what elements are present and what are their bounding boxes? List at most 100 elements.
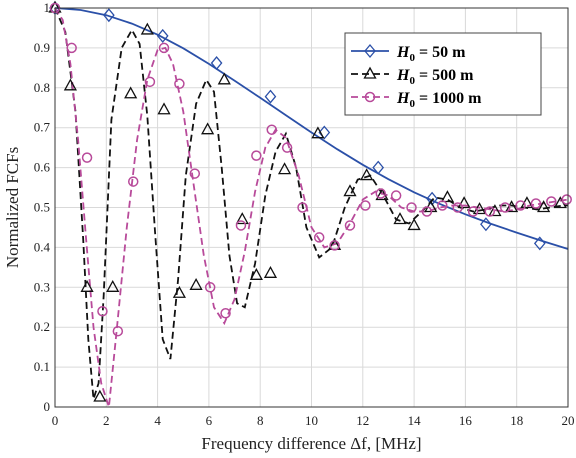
series-2-marker	[457, 196, 471, 209]
series-3-marker	[329, 240, 340, 251]
series-3-marker	[81, 152, 93, 163]
y-tick-labels: 0 0.1 0.2 0.3 0.4 0.5 0.6 0.7 0.8 0.9 1	[34, 0, 51, 414]
legend-marker	[364, 43, 376, 59]
x-tick-label: 8	[257, 413, 264, 428]
series-3-marker	[530, 198, 542, 209]
series-2-marker	[235, 212, 249, 225]
y-tick-label: 0.3	[34, 279, 50, 294]
series-2-marker	[263, 265, 278, 278]
y-tick-label: 0.4	[34, 239, 51, 254]
series-3-marker	[390, 190, 402, 201]
series-1-marker	[533, 236, 546, 251]
series-3-marker	[251, 150, 262, 161]
series-3-marker	[437, 200, 448, 211]
y-tick-label: 0.5	[34, 200, 50, 215]
series-3-marker	[499, 202, 511, 213]
series-2-marker	[407, 218, 421, 231]
x-tick-label: 14	[408, 413, 422, 428]
series-2-marker	[157, 102, 171, 115]
series-3-marker	[174, 78, 185, 90]
series-3-marker	[144, 76, 156, 88]
series-1-marker	[318, 125, 331, 140]
series-3-marker	[344, 220, 356, 231]
series-3-marker	[158, 42, 170, 54]
x-tick-label: 18	[510, 413, 523, 428]
y-tick-label: 0.1	[34, 359, 50, 374]
series-markers	[48, 0, 572, 402]
series-1-marker	[156, 28, 169, 43]
series-3-marker	[375, 188, 387, 199]
series-line-3	[54, 7, 569, 408]
series-2-marker	[189, 277, 203, 290]
series-3-marker	[204, 282, 216, 293]
legend: H0 = 50 m H0 = 500 m H0 = 1000 m	[344, 32, 542, 116]
x-tick-label: 2	[103, 413, 110, 428]
series-2-marker	[106, 279, 120, 292]
series-2-marker	[124, 86, 138, 99]
series-3-marker	[297, 202, 308, 213]
x-tick-label: 10	[305, 413, 318, 428]
y-tick-label: 0	[44, 399, 51, 414]
x-tick-label: 12	[356, 413, 369, 428]
series-lines	[54, 7, 569, 408]
series-3-marker	[235, 220, 247, 231]
series-3-marker	[406, 202, 417, 213]
series-2-marker	[217, 72, 231, 85]
series-2-marker	[93, 389, 107, 402]
series-3-marker	[189, 168, 201, 179]
y-axis-label: Normalized FCFs	[3, 147, 22, 268]
series-1-marker	[372, 160, 385, 175]
legend-entry-1: H0 = 50 m	[396, 44, 466, 64]
y-tick-label: 0.7	[34, 120, 51, 135]
legend-entry-2: H0 = 500 m	[396, 67, 474, 87]
y-tick-label: 1	[44, 0, 51, 15]
series-2-marker	[504, 200, 519, 213]
series-2-marker	[360, 168, 374, 181]
series-2-marker	[63, 78, 77, 91]
series-3-marker	[561, 194, 572, 205]
series-3-marker	[515, 200, 526, 211]
series-3-marker	[313, 232, 325, 243]
series-2-marker	[537, 200, 551, 213]
series-3-marker	[127, 176, 139, 187]
legend-marker	[364, 91, 376, 103]
series-2-marker	[393, 212, 407, 225]
x-tick-label: 20	[562, 413, 575, 428]
y-tick-label: 0.9	[34, 40, 50, 55]
series-3-marker	[421, 206, 433, 217]
series-2-marker	[277, 162, 292, 175]
series-1-marker	[210, 56, 223, 71]
series-line-2	[54, 7, 568, 400]
series-3-marker	[484, 206, 496, 217]
series-3-marker	[452, 202, 463, 213]
y-tick-label: 0.2	[34, 319, 50, 334]
series-3-marker	[112, 325, 124, 337]
x-tick-label: 0	[52, 413, 59, 428]
series-2-marker	[172, 285, 187, 298]
series-3-marker	[97, 305, 108, 317]
series-2-marker	[343, 184, 357, 197]
series-2-marker	[440, 190, 455, 203]
series-3-marker	[281, 142, 293, 153]
plot-frame	[54, 7, 569, 408]
series-2-marker	[311, 126, 325, 139]
series-2-marker	[488, 204, 502, 217]
series-2-marker	[80, 279, 94, 292]
legend-entry-3: H0 = 1000 m	[396, 90, 482, 110]
series-3-marker	[66, 42, 77, 54]
x-tick-label: 16	[459, 413, 473, 428]
y-tick-label: 0.8	[34, 80, 50, 95]
y-tick-label: 0.6	[34, 160, 51, 175]
x-tick-labels: 0 2 4 6 8 10 12 14 16 18 20	[52, 413, 575, 428]
series-3-marker	[546, 196, 557, 207]
series-1-marker	[264, 89, 277, 104]
series-line-1	[54, 7, 569, 250]
series-1-marker	[103, 8, 115, 23]
series-3-marker	[220, 307, 231, 319]
series-2-marker	[201, 122, 215, 135]
series-3-marker	[467, 206, 479, 217]
x-tick-label: 4	[154, 413, 161, 428]
series-2-marker	[140, 22, 154, 35]
x-tick-label: 6	[206, 413, 213, 428]
